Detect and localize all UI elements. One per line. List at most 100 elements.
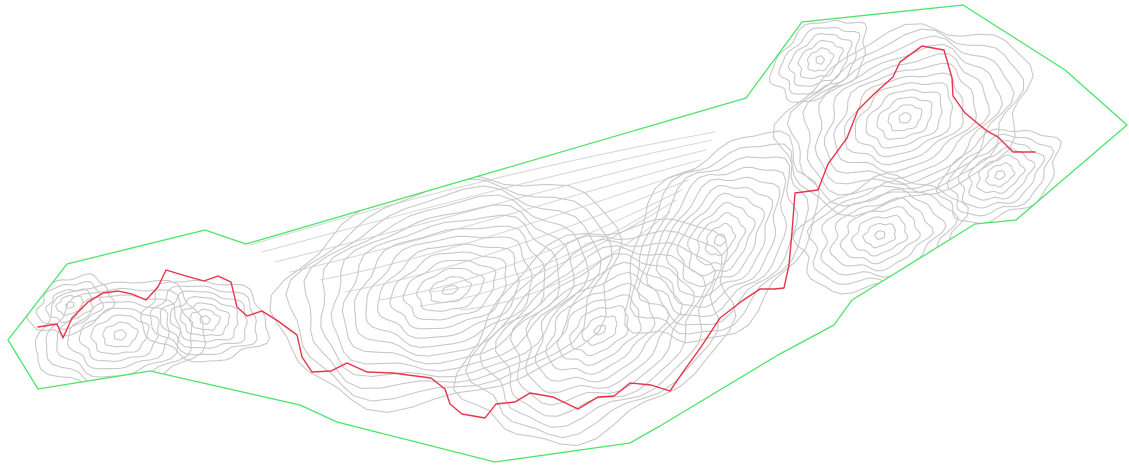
contour-line (865, 89, 943, 149)
contour-line (957, 139, 1046, 209)
contour-line (303, 185, 602, 389)
contour-line (55, 294, 84, 316)
contour-line (113, 329, 127, 341)
contour-line (78, 307, 160, 362)
contour-line (402, 259, 497, 321)
contour-line (365, 235, 533, 348)
contour-line (35, 281, 105, 330)
contour-line (179, 302, 231, 337)
contour-line (976, 154, 1026, 194)
contour-line (459, 211, 671, 311)
contour-line (636, 156, 799, 326)
contour-line (874, 230, 886, 240)
contour-line (149, 285, 258, 356)
contour-line (802, 35, 1015, 196)
contour-line (850, 214, 909, 257)
contour-line (199, 315, 211, 325)
contour-line (269, 172, 623, 413)
contour-line (102, 321, 139, 348)
contour-line (464, 229, 723, 439)
contour-line (839, 205, 921, 265)
contour-line (768, 19, 868, 103)
contour-line (984, 162, 1016, 188)
contour-line (545, 282, 656, 376)
route-line (37, 45, 1036, 419)
contour-line (419, 199, 677, 307)
contour-line (876, 96, 933, 140)
contour-line (655, 176, 781, 308)
contour-line (806, 47, 835, 72)
contour-line (624, 130, 820, 344)
contour-line (935, 128, 1062, 225)
contour-line (479, 238, 716, 428)
contour-group-west (26, 273, 271, 394)
contour-line (829, 197, 934, 272)
contour-line (696, 212, 747, 266)
contour-line (330, 204, 575, 372)
contour-line (353, 225, 546, 357)
contour-lines (26, 19, 1062, 447)
site-boundary (7, 4, 1128, 463)
contour-line (806, 180, 959, 285)
contour-line (967, 146, 1036, 201)
contour-line (344, 179, 689, 293)
contour-line (833, 62, 977, 173)
contour-line (787, 33, 853, 87)
contour-line (441, 284, 459, 295)
contour-line (90, 314, 150, 355)
contour-line (862, 222, 897, 249)
contour-line (704, 222, 737, 257)
contour-line (65, 301, 75, 309)
contour-line (45, 287, 193, 386)
contour-line (261, 139, 713, 253)
contour-line (429, 204, 661, 293)
contour-line (379, 189, 683, 301)
contour-line (887, 104, 923, 132)
contour-line (593, 324, 607, 336)
contour-line (169, 296, 239, 343)
contour-line (389, 251, 507, 330)
contour-line (569, 304, 629, 357)
contour-line (676, 192, 766, 288)
contour-line (320, 194, 590, 378)
contour-line (713, 233, 727, 247)
contour-line (820, 188, 947, 278)
contour-line (994, 170, 1006, 181)
contour-line (26, 273, 116, 337)
contour-line (452, 218, 737, 447)
contour-line (524, 261, 683, 394)
contour-line (534, 271, 670, 383)
contour-group-east (768, 19, 1062, 295)
contour-line (415, 267, 485, 312)
contour-group-central (269, 130, 820, 447)
contour-line (823, 53, 990, 180)
contour-line (376, 243, 520, 339)
contour-line (646, 166, 788, 318)
contour-line (140, 279, 271, 363)
contour-line (159, 290, 248, 349)
contour-line (509, 253, 695, 406)
contour-line (629, 143, 809, 335)
contour-line (687, 201, 756, 277)
contour-line (66, 301, 170, 370)
contour-line (854, 82, 954, 158)
contour-line (285, 178, 613, 402)
contour-line (898, 112, 912, 124)
contour-line (189, 308, 221, 331)
contour-line (249, 131, 716, 246)
contour-line (34, 279, 207, 394)
contour-line (45, 288, 94, 323)
contour-line (778, 26, 861, 95)
contour-line (341, 214, 561, 365)
contour-line (797, 39, 844, 80)
contour-line (946, 133, 1055, 217)
contour-line (581, 315, 618, 346)
contour-line (429, 276, 473, 304)
contour-line (815, 55, 825, 65)
contour-line (556, 294, 642, 367)
contour-line (665, 185, 774, 298)
contour-line (814, 43, 1003, 185)
contour-line (843, 72, 964, 166)
contour-line (319, 169, 695, 281)
